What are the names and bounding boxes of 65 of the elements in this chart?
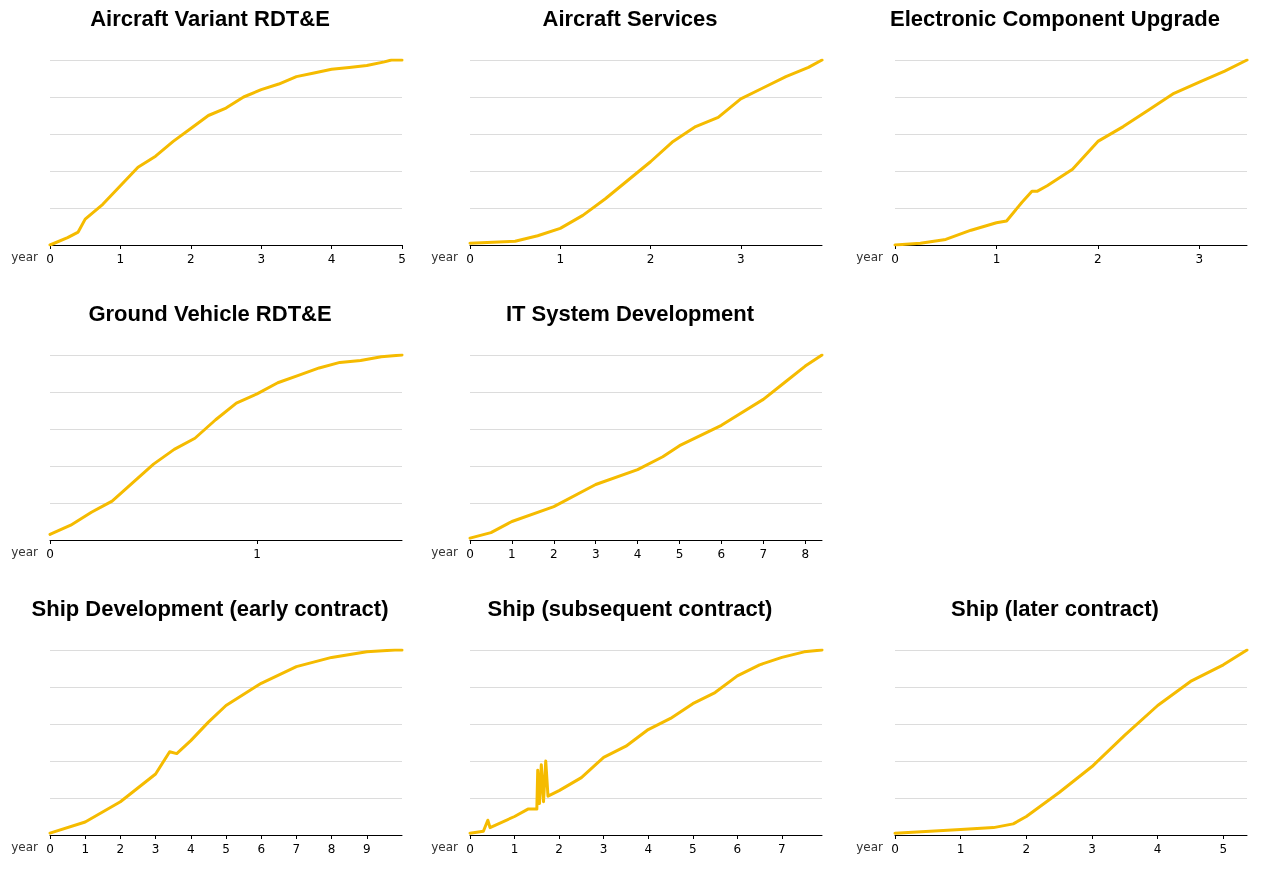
x-axis-title: year [431, 545, 459, 559]
chart-title: Ship (later contract) [951, 595, 1159, 621]
x-tick-label: 4 [633, 547, 642, 561]
x-tick-label: 5 [222, 842, 230, 856]
x-tick-label: 4 [644, 842, 653, 856]
chart-title: Ship (subsequent contract) [487, 595, 773, 621]
x-tick-label: 4 [186, 842, 195, 856]
chart-title: Electronic Component Upgrade [889, 5, 1221, 31]
x-axis-title: year [431, 250, 459, 264]
x-tick-label: 5 [1219, 842, 1228, 856]
x-tick-label: 1 [956, 842, 965, 856]
x-tick-label: 0 [466, 252, 474, 266]
x-tick-label: 1 [992, 252, 1001, 266]
x-tick-label: 1 [116, 252, 125, 266]
x-axis-title: year [431, 840, 459, 854]
x-axis-title: year [856, 250, 884, 264]
x-tick-label: 7 [292, 842, 301, 856]
x-tick-label: 3 [151, 842, 160, 856]
x-tick-label: 0 [46, 547, 54, 561]
x-axis-title: year [856, 840, 884, 854]
x-tick-label: 2 [646, 252, 655, 266]
x-tick-label: 2 [555, 842, 563, 856]
x-axis-title: year [11, 840, 39, 854]
chart-title: Aircraft Services [542, 5, 718, 31]
x-tick-label: 0 [891, 252, 899, 266]
x-tick-label: 3 [591, 547, 600, 561]
chart-title: Ground Vehicle RDT&E [88, 300, 332, 326]
x-tick-label: 7 [778, 842, 786, 856]
x-axis-title: year [11, 545, 39, 559]
chart-title: Aircraft Variant RDT&E [90, 5, 330, 31]
x-tick-label: 9 [362, 842, 371, 856]
x-tick-label: 6 [257, 842, 266, 856]
x-tick-label: 2 [1022, 842, 1031, 856]
x-tick-label: 0 [466, 547, 474, 561]
x-tick-label: 0 [891, 842, 899, 856]
x-tick-label: 6 [717, 547, 726, 561]
x-tick-label: 2 [1094, 252, 1102, 266]
x-tick-label: 5 [675, 547, 684, 561]
x-tick-label: 2 [116, 842, 125, 856]
x-tick-label: 0 [46, 252, 54, 266]
x-tick-label: 4 [1153, 842, 1162, 856]
x-tick-label: 1 [510, 842, 519, 856]
x-tick-label: 7 [759, 547, 768, 561]
chart-title: IT System Development [505, 300, 755, 326]
x-tick-label: 8 [327, 842, 336, 856]
chart-title: Ship Development (early contract) [31, 595, 389, 621]
x-tick-label: 3 [599, 842, 608, 856]
x-tick-label: 5 [398, 252, 406, 266]
x-tick-label: 0 [466, 842, 474, 856]
x-tick-label: 1 [556, 252, 565, 266]
x-tick-label: 3 [1088, 842, 1096, 856]
x-tick-label: 6 [733, 842, 742, 856]
x-tick-label: 1 [253, 547, 261, 561]
x-tick-label: 5 [688, 842, 697, 856]
x-tick-label: 4 [327, 252, 336, 266]
x-axis-title: year [11, 250, 39, 264]
x-tick-label: 1 [81, 842, 90, 856]
x-tick-label: 3 [1195, 252, 1204, 266]
x-tick-label: 1 [508, 547, 516, 561]
x-tick-label: 2 [549, 547, 558, 561]
x-tick-label: 0 [46, 842, 54, 856]
x-tick-label: 3 [257, 252, 266, 266]
x-tick-label: 2 [186, 252, 195, 266]
x-tick-label: 8 [801, 547, 810, 561]
x-tick-label: 3 [736, 252, 745, 266]
